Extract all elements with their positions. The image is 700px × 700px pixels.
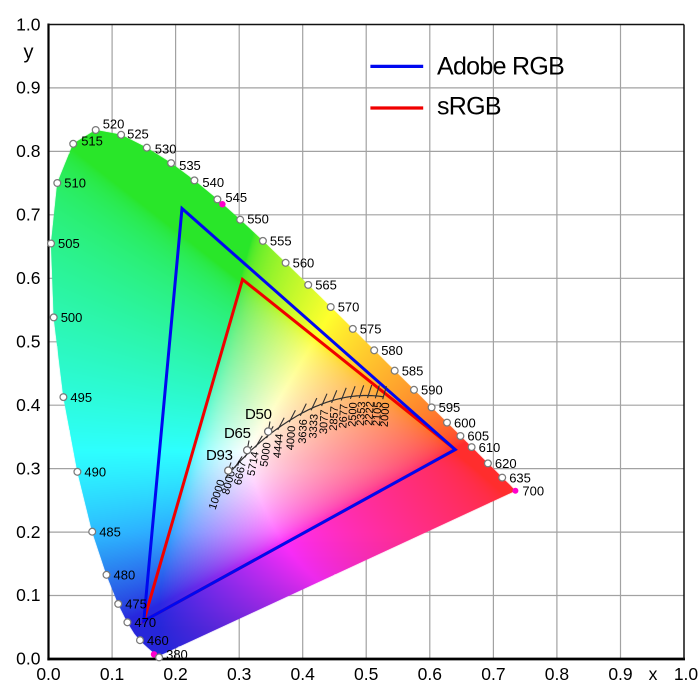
svg-text:550: 550	[247, 211, 269, 226]
svg-text:0.2: 0.2	[16, 522, 40, 542]
svg-text:4444: 4444	[271, 433, 285, 459]
svg-text:sRGB: sRGB	[437, 93, 501, 121]
svg-text:485: 485	[99, 524, 121, 539]
svg-text:0.2: 0.2	[163, 664, 187, 684]
svg-text:0.0: 0.0	[36, 664, 61, 684]
svg-text:0.1: 0.1	[16, 585, 40, 605]
svg-text:525: 525	[127, 127, 149, 142]
svg-text:0.8: 0.8	[545, 664, 569, 684]
svg-text:2500: 2500	[347, 402, 360, 427]
svg-text:0.4: 0.4	[291, 664, 316, 684]
svg-text:510: 510	[64, 176, 86, 191]
svg-text:575: 575	[360, 322, 382, 337]
svg-text:0.4: 0.4	[16, 395, 41, 415]
svg-text:580: 580	[381, 343, 403, 358]
svg-text:505: 505	[58, 236, 80, 251]
svg-text:520: 520	[103, 117, 125, 132]
svg-text:380: 380	[166, 647, 188, 662]
svg-text:2353: 2353	[355, 401, 369, 426]
svg-text:635: 635	[509, 470, 531, 485]
svg-text:0.1: 0.1	[100, 664, 124, 684]
svg-text:0.0: 0.0	[16, 649, 41, 669]
svg-text:475: 475	[125, 597, 147, 612]
svg-text:460: 460	[147, 633, 169, 648]
svg-text:540: 540	[202, 175, 224, 190]
svg-text:2000: 2000	[379, 402, 393, 427]
svg-text:3077: 3077	[318, 409, 331, 434]
svg-text:2677: 2677	[337, 404, 350, 429]
svg-text:1.0: 1.0	[674, 664, 699, 684]
svg-text:490: 490	[84, 465, 106, 480]
svg-text:0.3: 0.3	[227, 664, 251, 684]
svg-text:560: 560	[293, 256, 315, 271]
svg-text:y: y	[24, 42, 34, 64]
svg-text:D93: D93	[206, 447, 233, 464]
svg-text:3333: 3333	[307, 414, 320, 439]
svg-text:5000: 5000	[258, 442, 273, 468]
svg-text:555: 555	[270, 234, 292, 249]
svg-text:D50: D50	[245, 406, 272, 423]
svg-text:0.7: 0.7	[481, 664, 505, 684]
svg-text:2222: 2222	[363, 401, 377, 426]
svg-text:530: 530	[155, 141, 177, 156]
svg-text:0.5: 0.5	[16, 331, 40, 351]
svg-text:480: 480	[114, 568, 136, 583]
svg-text:3636: 3636	[297, 419, 310, 444]
svg-text:0.7: 0.7	[16, 205, 40, 225]
svg-text:D65: D65	[224, 425, 251, 442]
svg-text:2105: 2105	[371, 401, 385, 426]
svg-text:610: 610	[479, 440, 501, 455]
svg-text:0.6: 0.6	[418, 664, 442, 684]
svg-text:495: 495	[70, 390, 92, 405]
svg-text:2857: 2857	[328, 406, 341, 431]
svg-text:515: 515	[81, 134, 103, 149]
svg-text:700: 700	[522, 483, 544, 498]
svg-text:585: 585	[402, 363, 424, 378]
svg-text:570: 570	[338, 300, 360, 315]
svg-text:0.9: 0.9	[608, 664, 632, 684]
svg-text:590: 590	[421, 383, 443, 398]
svg-text:4000: 4000	[285, 425, 299, 450]
svg-text:545: 545	[225, 190, 247, 205]
svg-text:0.8: 0.8	[16, 141, 40, 161]
svg-text:595: 595	[439, 400, 461, 415]
svg-text:x: x	[649, 664, 658, 684]
svg-text:0.5: 0.5	[354, 664, 378, 684]
svg-text:0.3: 0.3	[16, 458, 40, 478]
svg-text:Adobe RGB: Adobe RGB	[437, 53, 564, 81]
svg-text:1.0: 1.0	[16, 14, 41, 34]
svg-text:620: 620	[495, 456, 517, 471]
svg-text:605: 605	[467, 429, 489, 444]
svg-text:535: 535	[179, 158, 201, 173]
svg-text:0.6: 0.6	[16, 268, 40, 288]
svg-text:500: 500	[61, 310, 83, 325]
svg-text:6667: 6667	[232, 460, 249, 486]
svg-text:5714: 5714	[246, 451, 262, 477]
svg-text:470: 470	[134, 615, 156, 630]
svg-text:565: 565	[315, 278, 337, 293]
svg-text:600: 600	[454, 415, 476, 430]
svg-text:0.9: 0.9	[16, 78, 40, 98]
